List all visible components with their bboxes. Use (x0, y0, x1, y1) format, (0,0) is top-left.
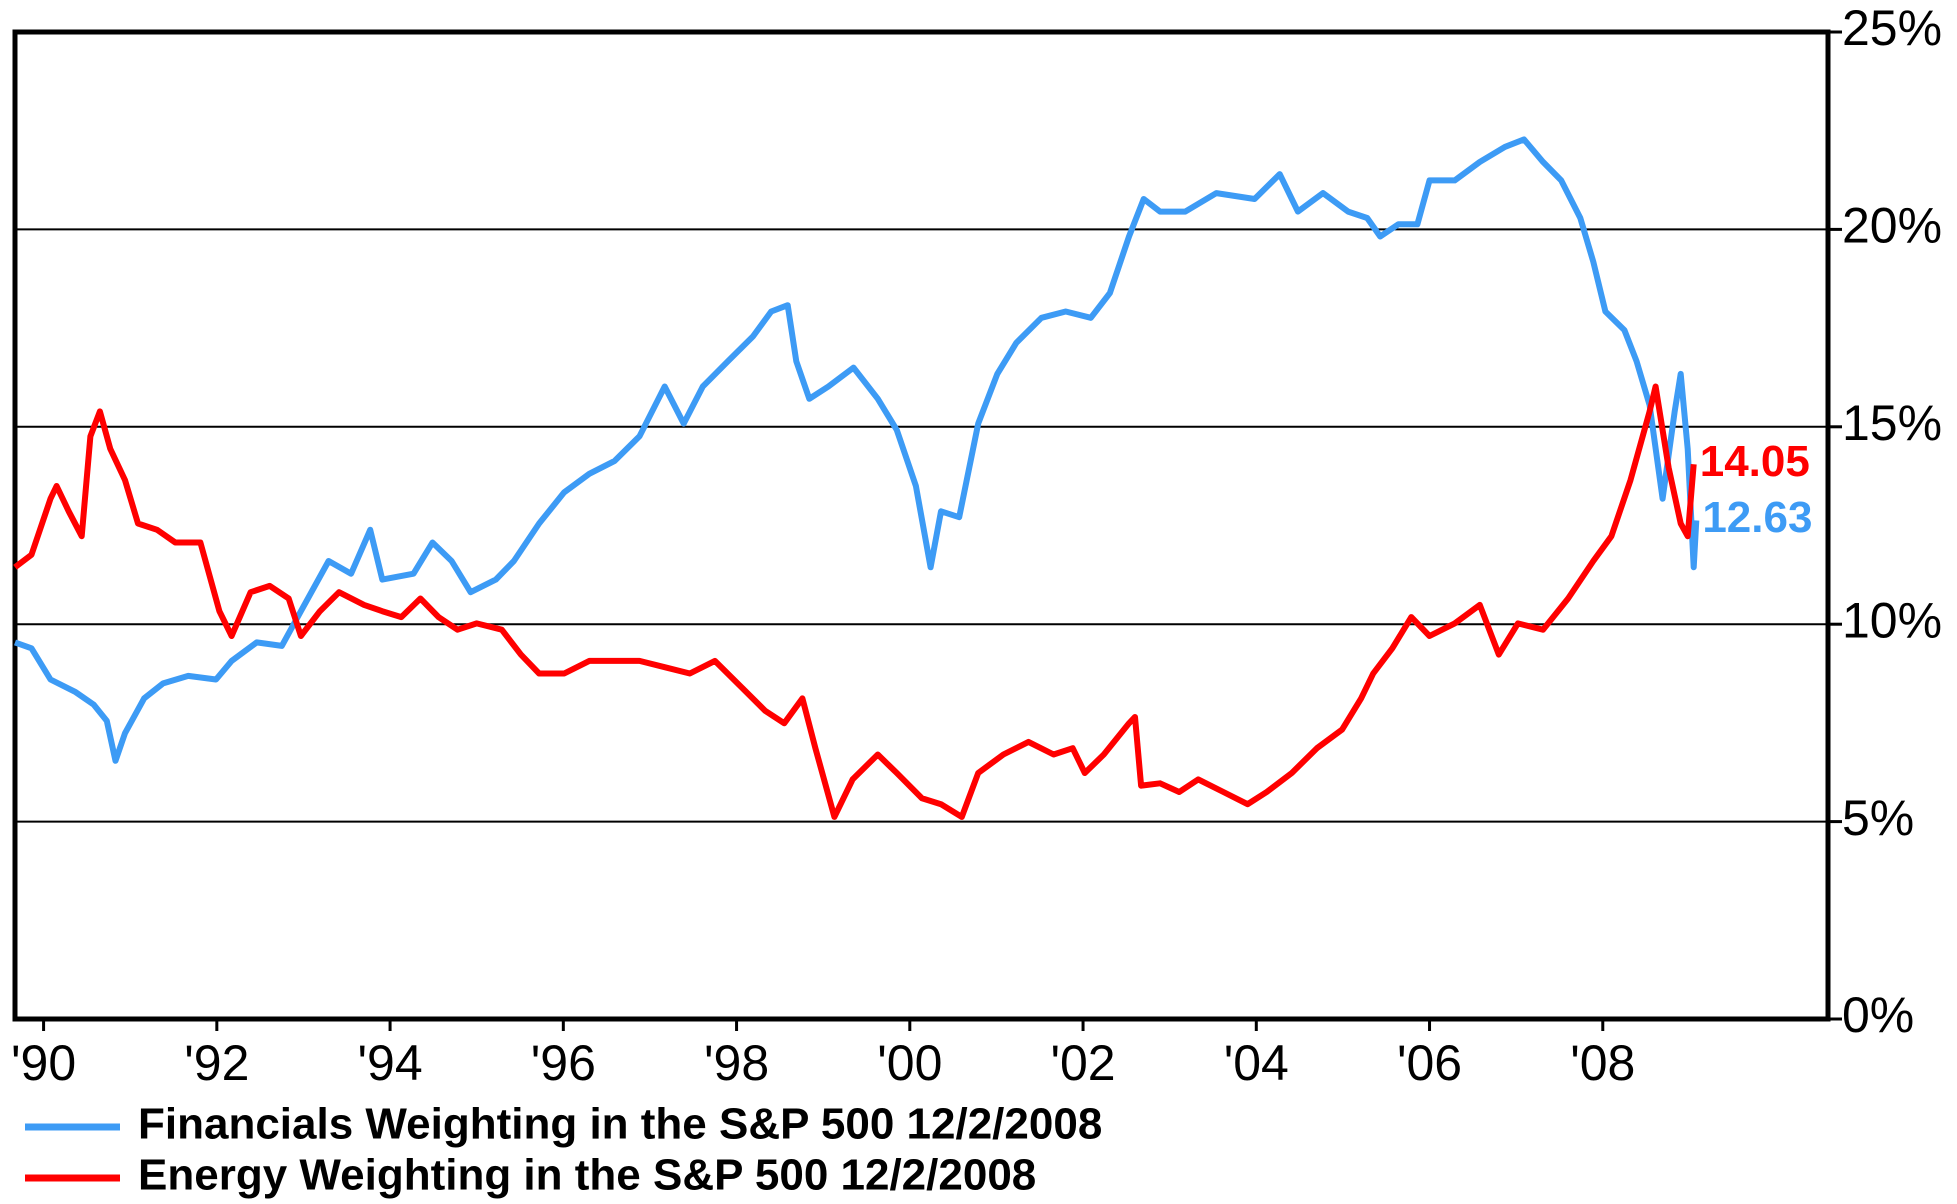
x-tick-label: '92 (184, 1035, 249, 1091)
legend-label: Energy Weighting in the S&P 500 12/2/200… (138, 1151, 1036, 1200)
x-tick-label: '04 (1224, 1035, 1289, 1091)
x-tick-label: '06 (1397, 1035, 1462, 1091)
end-value-label: 12.63 (1702, 493, 1812, 542)
x-tick-label: '98 (704, 1035, 769, 1091)
plot-frame (12, 29, 1831, 1022)
x-tick-label: '96 (531, 1035, 596, 1091)
legend-label: Financials Weighting in the S&P 500 12/2… (138, 1100, 1102, 1149)
y-tick-label: 10% (1842, 592, 1942, 648)
x-tick-label: '08 (1570, 1035, 1635, 1091)
y-tick-label: 20% (1842, 198, 1942, 254)
y-tick-label: 25% (1842, 0, 1942, 56)
series-line (13, 383, 1697, 820)
x-tick-label: '90 (11, 1035, 76, 1091)
x-tick-label: '02 (1050, 1035, 1115, 1091)
y-tick-label: 15% (1842, 395, 1942, 451)
y-tick-label: 5% (1842, 790, 1914, 846)
series-line (13, 136, 1700, 764)
y-tick-label: 0% (1842, 987, 1914, 1043)
x-tick-label: '00 (877, 1035, 942, 1091)
end-value-label: 14.05 (1700, 437, 1810, 486)
x-tick-label: '94 (357, 1035, 422, 1091)
